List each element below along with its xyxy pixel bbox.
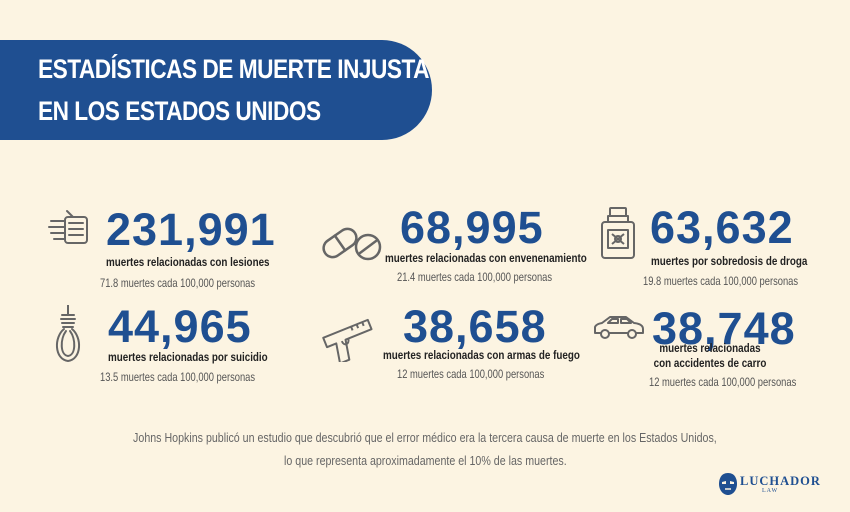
- pills-icon: [322, 227, 382, 261]
- page-title-line2: EN LOS ESTADOS UNIDOS: [38, 96, 321, 126]
- stat-label: muertes relacionadas con armas de fuego: [383, 348, 580, 362]
- stat-label-line1: muertes relacionadas: [659, 341, 761, 355]
- stat-number: 38,658: [403, 301, 547, 352]
- stat-label: muertes relacionadas por suicidio: [108, 350, 268, 364]
- bandaged-hand-icon: [48, 210, 88, 244]
- poison-bottle-icon: [601, 207, 635, 259]
- stat-label-line2: con accidentes de carro: [653, 356, 767, 370]
- stat-number: 68,995: [400, 202, 544, 253]
- stat-rate: 12 muertes cada 100,000 personas: [649, 375, 797, 389]
- car-icon: [594, 316, 644, 339]
- footer-note-line2: lo que representa aproximadamente el 10%…: [283, 453, 567, 468]
- stat-label: muertes relacionadas con lesiones: [106, 255, 270, 269]
- footer-note-line1: Johns Hopkins publicó un estudio que des…: [133, 430, 717, 445]
- stat-rate: 71.8 muertes cada 100,000 personas: [100, 276, 256, 290]
- stat-rate: 19.8 muertes cada 100,000 personas: [643, 274, 799, 288]
- stat-number: 44,965: [108, 301, 252, 352]
- stat-rate: 21.4 muertes cada 100,000 personas: [397, 270, 553, 284]
- stat-number: 38,748: [652, 303, 796, 354]
- stat-rate: 13.5 muertes cada 100,000 personas: [100, 370, 256, 384]
- noose-icon: [56, 305, 80, 363]
- luchador-mask-icon: [719, 473, 737, 495]
- stat-label: muertes relacionadas con envenenamiento: [385, 251, 587, 265]
- logo-subtitle: LAW: [762, 488, 779, 494]
- stat-number: 231,991: [106, 204, 276, 255]
- page-title-line1: ESTADÍSTICAS DE MUERTE INJUSTA: [38, 54, 430, 84]
- handgun-icon: [322, 318, 373, 362]
- stat-label: muertes por sobredosis de droga: [651, 254, 808, 268]
- luchador-law-logo: LUCHADOR LAW: [716, 470, 820, 498]
- stat-number: 63,632: [650, 202, 794, 253]
- title-banner: ESTADÍSTICAS DE MUERTE INJUSTA EN LOS ES…: [0, 40, 432, 140]
- stat-rate: 12 muertes cada 100,000 personas: [397, 367, 545, 381]
- logo-name: LUCHADOR: [740, 474, 821, 488]
